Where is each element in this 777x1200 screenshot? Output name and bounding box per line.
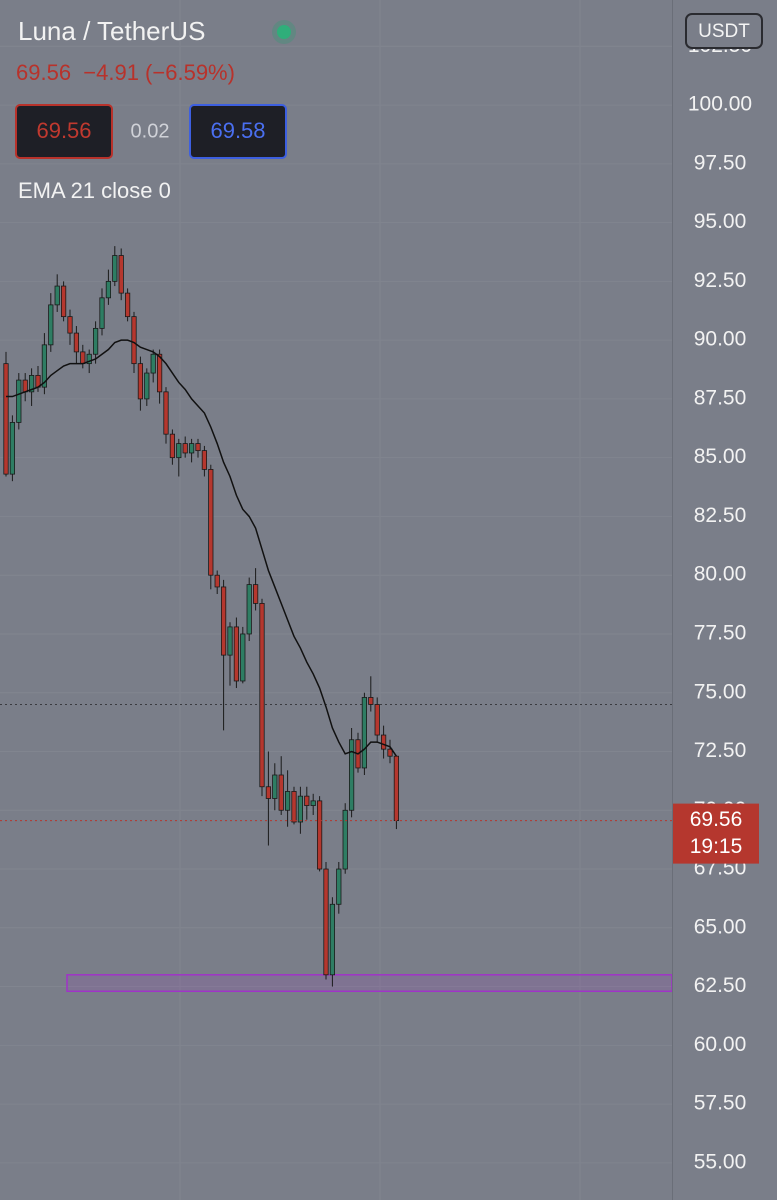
candle-body (227, 626, 233, 656)
candle-body (73, 332, 79, 353)
candle-body (368, 697, 374, 705)
spread: 0.02 (131, 120, 170, 142)
candle-body (182, 443, 188, 454)
price-change: 69.56 −4.91 (−6.59%) (16, 60, 235, 85)
candle-body (329, 903, 336, 976)
bid-box[interactable] (15, 104, 113, 159)
candle-body (208, 469, 214, 576)
candle-body (163, 391, 169, 435)
y-tick-label: 62.50 (694, 974, 747, 997)
candle-body (22, 379, 28, 393)
candle-body (48, 304, 54, 346)
status-dot (277, 25, 291, 39)
ask-price: 69.58 (210, 118, 265, 143)
symbol-title: Luna / TetherUS (18, 16, 205, 46)
candle-body (323, 868, 329, 976)
candle-body (131, 316, 137, 365)
candle-body (169, 433, 175, 459)
y-tick-label: 75.00 (694, 680, 747, 703)
y-tick-label: 65.00 (694, 915, 747, 938)
candle-body (61, 285, 67, 318)
candle-body (176, 443, 182, 459)
candle-body (316, 800, 323, 870)
candle-body (144, 372, 150, 400)
candle-body (220, 586, 227, 656)
candle-body (336, 868, 342, 905)
bid-price: 69.56 (36, 118, 91, 143)
candle-body (278, 774, 284, 811)
candle-body (156, 353, 163, 393)
support-zone (66, 974, 673, 993)
candle-body (201, 450, 207, 470)
candle-body (233, 626, 239, 682)
y-tick-label: 57.50 (694, 1092, 747, 1115)
y-tick-label: 55.00 (694, 1150, 747, 1173)
candle-body (380, 734, 387, 750)
y-tick-label: 60.00 (694, 1033, 747, 1056)
candle-body (393, 755, 400, 822)
last-price-label: 69.56 (690, 808, 743, 831)
candle-body (252, 584, 259, 604)
candle-body (291, 791, 297, 823)
y-tick-label: 97.50 (694, 151, 747, 174)
candle-body (259, 603, 265, 788)
indicator-legend: EMA 21 close 0 (18, 178, 171, 203)
last-price-badge (673, 803, 759, 864)
candle-body (105, 280, 111, 299)
candle-body (137, 363, 143, 400)
ask-box[interactable] (189, 104, 287, 159)
candle-body (125, 292, 131, 318)
candle-body (310, 800, 316, 806)
candle-body (188, 443, 195, 454)
currency-button[interactable] (685, 13, 763, 49)
candle-body (93, 327, 99, 355)
y-tick-label: 80.00 (694, 563, 747, 586)
candle-body (112, 255, 118, 282)
candle-body (16, 379, 22, 423)
candle-body (80, 351, 86, 365)
candle-body (86, 353, 92, 365)
candle-body (265, 786, 272, 799)
candle-body (348, 739, 355, 811)
candle-body (99, 297, 105, 329)
candle-body (240, 633, 246, 682)
countdown-label: 19:15 (690, 835, 743, 858)
ema-line (6, 339, 398, 757)
candle-body (67, 316, 73, 334)
candle-body (150, 353, 156, 374)
candle-body (9, 422, 15, 475)
candle-body (118, 255, 124, 294)
y-tick-label: 90.00 (694, 328, 747, 351)
candle-body (28, 374, 35, 393)
candle-body (246, 584, 252, 635)
candle-body (297, 795, 304, 823)
y-tick-label: 82.50 (694, 504, 747, 527)
candle-body (214, 574, 220, 588)
y-tick-label: 92.50 (694, 269, 747, 292)
candle-body (374, 704, 380, 736)
y-tick-label: 85.00 (694, 445, 747, 468)
candle-body (284, 791, 291, 811)
candle-body (3, 363, 9, 475)
candle-body (361, 697, 368, 769)
y-tick-label: 87.50 (694, 386, 747, 409)
y-tick-label: 95.00 (694, 210, 747, 233)
y-tick-label: 100.00 (688, 93, 752, 116)
candle-body (41, 344, 48, 388)
currency-label: USDT (698, 21, 750, 42)
candle-body (342, 809, 348, 870)
candle-body (272, 774, 278, 799)
candle-body (195, 443, 201, 452)
y-tick-label: 72.50 (694, 739, 747, 762)
y-tick-label: 77.50 (694, 622, 747, 645)
candle-body (387, 748, 393, 757)
candle-body (54, 285, 60, 306)
candle-body (304, 795, 310, 806)
